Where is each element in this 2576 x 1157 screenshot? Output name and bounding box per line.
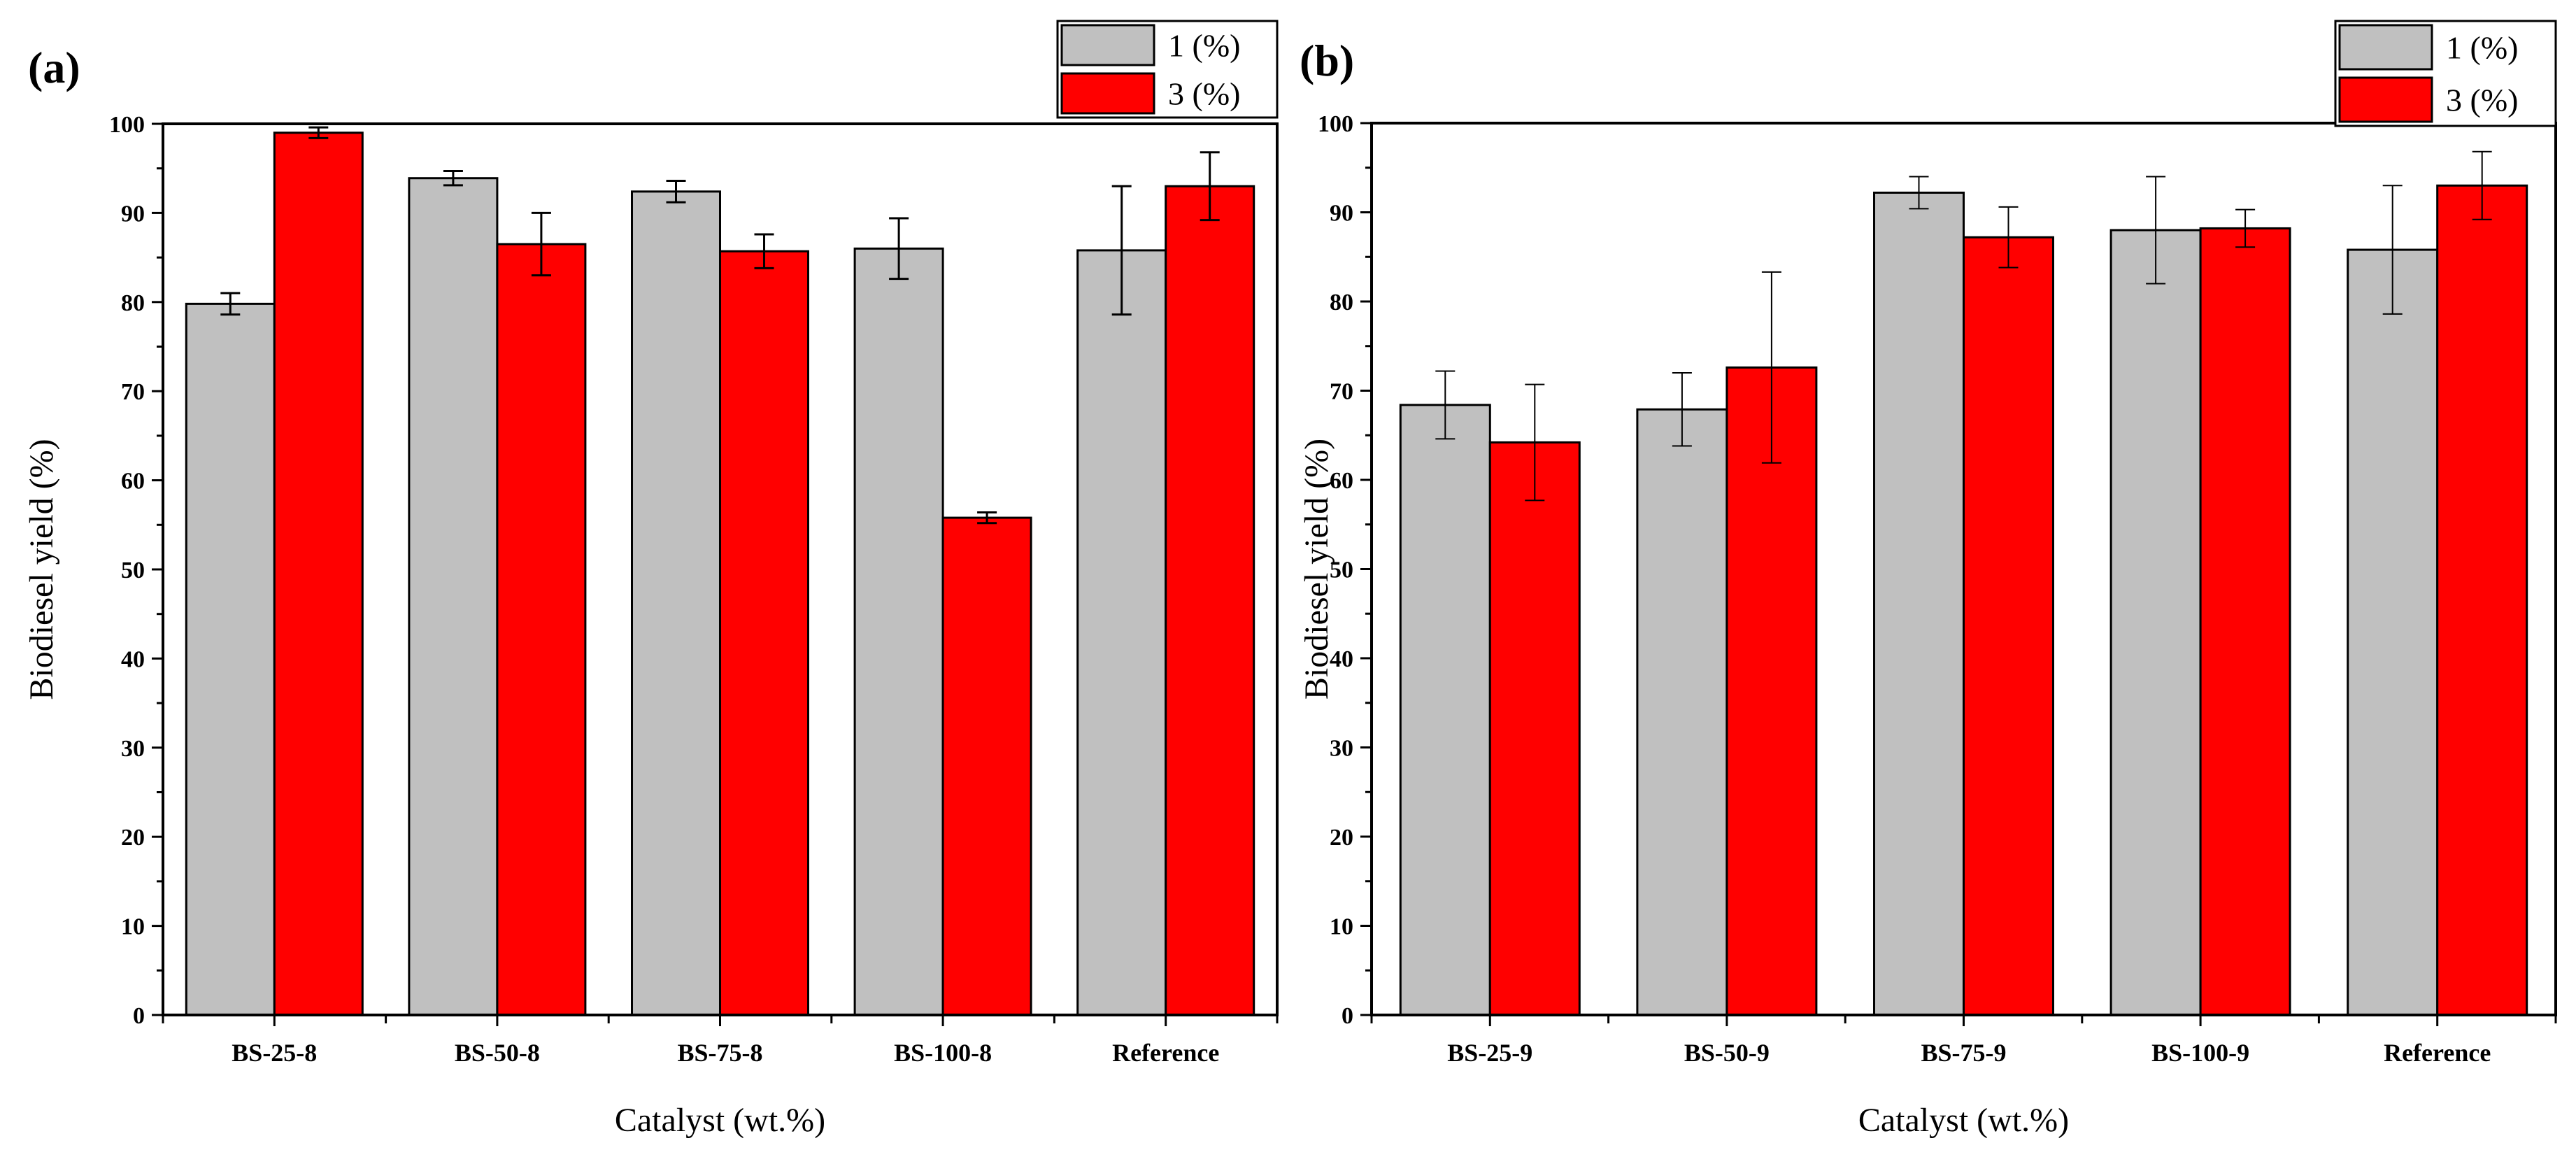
error-bar-BS-25-9-3 (1525, 383, 1545, 502)
legend-swatch (2338, 76, 2433, 123)
y-tick-label: 80 (121, 290, 145, 316)
x-category-label: Reference (2384, 1039, 2491, 1067)
bar-Reference-3 (2436, 184, 2528, 1016)
error-bar-BS-50-8-1 (443, 170, 463, 187)
panel-label: (b) (1300, 36, 1354, 85)
y-tick-label: 0 (133, 1003, 145, 1029)
y-tick-label: 20 (1330, 825, 1353, 851)
error-bar-Reference-3 (2472, 150, 2492, 220)
error-bar-BS-100-8-1 (889, 217, 909, 281)
x-category-label: BS-75-9 (1921, 1039, 2006, 1067)
error-bar-BS-100-8-3 (977, 511, 997, 525)
x-category-label: BS-50-8 (455, 1039, 540, 1067)
bar-BS-25-8-1 (185, 302, 276, 1016)
legend-swatch (1060, 72, 1155, 115)
panel-label: (a) (28, 43, 80, 92)
y-tick-label: 10 (121, 914, 145, 940)
panel-a: 0 10 20 30 40 50 60 70 80 90 100 BS-25-8 BS-50-8 BS-7… (23, 20, 1279, 1139)
bar-BS-50-8-1 (408, 177, 499, 1016)
y-tick-label: 10 (1330, 914, 1353, 940)
y-tick-label: 70 (121, 379, 145, 405)
y-tick-label: 30 (1330, 736, 1353, 762)
y-tick-label: 100 (1318, 111, 1353, 137)
x-category-label: BS-75-8 (677, 1039, 762, 1067)
y-tick-label: 50 (121, 558, 145, 583)
bar-BS-50-9-1 (1636, 408, 1728, 1016)
legend: 1 (%) 3 (%) (1056, 20, 1279, 119)
error-bar-BS-25-9-1 (1435, 370, 1456, 440)
bar-BS-100-9-1 (2109, 229, 2202, 1016)
y-tick-label: 80 (1330, 290, 1353, 315)
y-tick-label: 90 (121, 201, 145, 227)
x-category-label: BS-25-8 (232, 1039, 317, 1067)
legend-label: 3 (%) (1168, 76, 1240, 112)
y-tick-label: 40 (121, 646, 145, 672)
error-bar-Reference-3 (1200, 151, 1220, 222)
y-axis-title: Biodiesel yield (%) (1298, 439, 1335, 700)
legend-label: 1 (%) (1168, 28, 1240, 64)
legend-swatch (1060, 24, 1155, 66)
x-axis-title: Catalyst (wt.%) (1858, 1102, 2069, 1139)
error-bar-Reference-1 (1111, 185, 1132, 316)
error-bar-BS-25-8-1 (220, 292, 241, 316)
y-tick-label: 50 (1330, 558, 1353, 583)
y-axis-title: Biodiesel yield (%) (23, 439, 60, 700)
legend-label: 1 (%) (2446, 30, 2518, 66)
bar-BS-100-9-3 (2199, 227, 2291, 1016)
bar-Reference-1 (2347, 248, 2439, 1016)
y-tick-label: 60 (1330, 468, 1353, 494)
y-tick-label: 40 (1330, 646, 1353, 672)
x-category-label: BS-25-9 (1447, 1039, 1532, 1067)
x-category-label: Reference (1112, 1039, 1219, 1067)
bar-BS-25-8-3 (273, 132, 364, 1016)
error-bar-BS-75-8-1 (666, 180, 686, 204)
error-bar-BS-75-9-1 (1909, 176, 1929, 210)
bar-BS-50-8-3 (496, 243, 587, 1016)
bar-BS-75-9-1 (1873, 191, 1965, 1016)
bar-BS-25-9-3 (1488, 441, 1581, 1016)
bar-BS-75-8-3 (719, 250, 809, 1016)
bar-BS-100-8-1 (853, 247, 944, 1016)
error-bar-BS-25-8-3 (308, 126, 329, 139)
error-bar-BS-50-9-1 (1672, 372, 1692, 447)
legend-swatch (2338, 24, 2433, 71)
y-tick-label: 0 (1342, 1003, 1353, 1029)
bar-BS-100-8-3 (941, 516, 1032, 1016)
bar-BS-50-9-3 (1725, 366, 1818, 1016)
bar-Reference-1 (1076, 249, 1167, 1016)
bar-BS-75-9-3 (1963, 236, 2054, 1016)
error-bar-BS-75-8-3 (754, 233, 774, 269)
error-bar-Reference-1 (2382, 185, 2403, 315)
x-axis-title: Catalyst (wt.%) (615, 1102, 825, 1139)
bar-BS-25-9-1 (1399, 404, 1491, 1016)
y-tick-label: 70 (1330, 379, 1353, 405)
legend: 1 (%) 3 (%) (2334, 20, 2557, 127)
y-tick-label: 60 (121, 469, 145, 495)
x-category-label: BS-50-9 (1684, 1039, 1770, 1067)
error-bar-BS-100-9-1 (2146, 176, 2166, 285)
y-tick-label: 30 (121, 736, 145, 762)
y-tick-label: 20 (121, 825, 145, 851)
panel-b: 0 10 20 30 40 50 60 70 80 90 100 BS-25-9 BS-50-9 BS-7… (1298, 20, 2557, 1139)
error-bar-BS-75-9-3 (1998, 206, 2019, 269)
bar-Reference-3 (1165, 185, 1255, 1016)
y-tick-label: 100 (109, 112, 145, 138)
x-category-label: BS-100-8 (894, 1039, 992, 1067)
y-tick-label: 90 (1330, 201, 1353, 227)
error-bar-BS-100-9-3 (2235, 208, 2256, 248)
error-bar-BS-50-9-3 (1761, 271, 1781, 464)
x-category-label: BS-100-9 (2151, 1039, 2249, 1067)
error-bar-BS-50-8-3 (531, 211, 551, 277)
bar-BS-75-8-1 (631, 190, 721, 1016)
legend-label: 3 (%) (2446, 83, 2518, 118)
